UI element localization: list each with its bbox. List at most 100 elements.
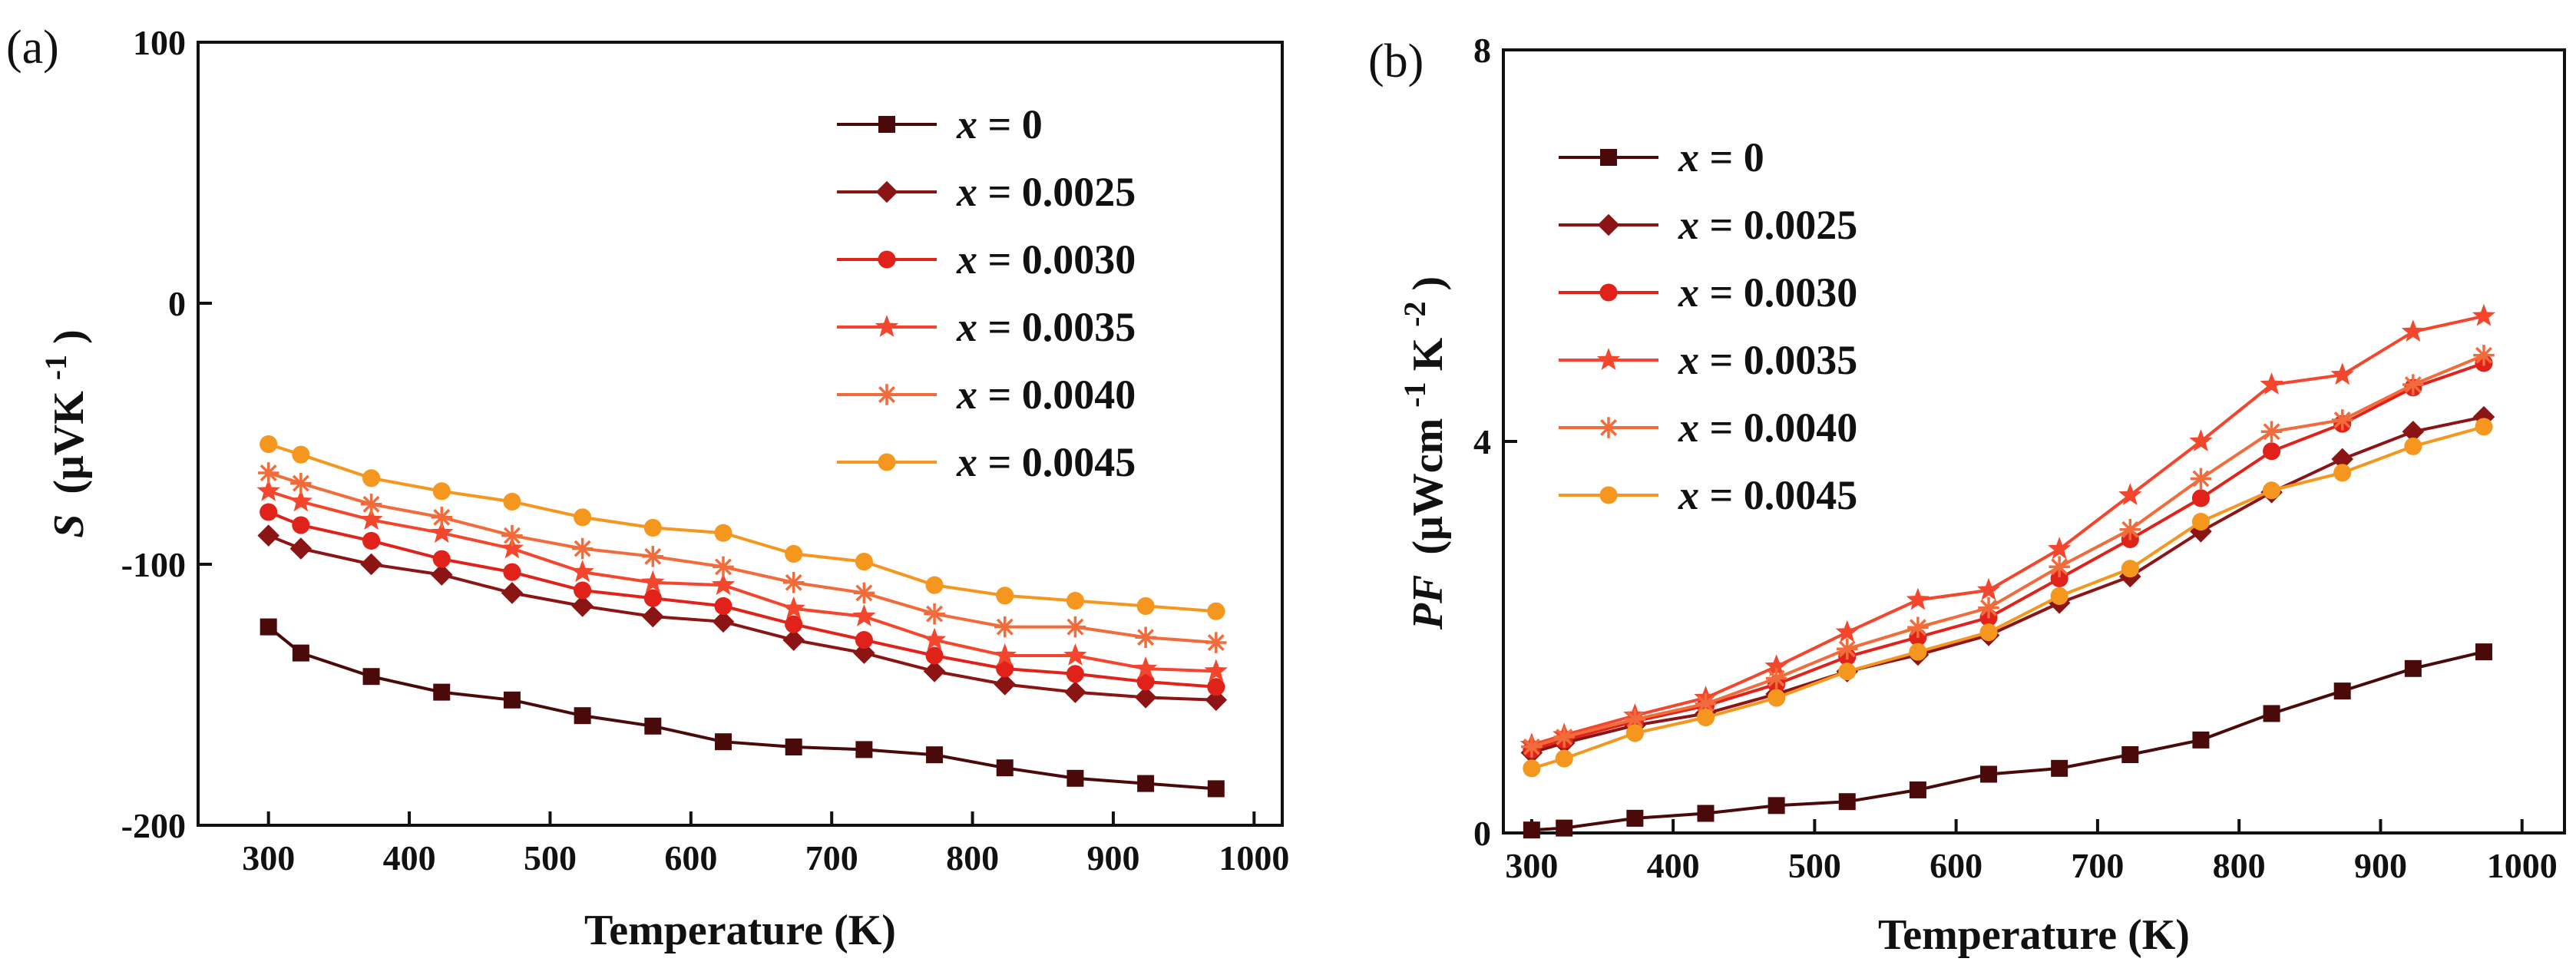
legend-label: x = 0.0040 <box>1678 405 1857 451</box>
panel-a-y-axis-title: S (μVK -1 ) <box>28 329 93 538</box>
series-line <box>1531 650 2485 832</box>
data-point-asterisk <box>994 616 1016 638</box>
data-point-square <box>1909 781 1926 798</box>
y-tick-label: 4 <box>1473 422 1491 461</box>
data-point-star <box>2118 483 2142 505</box>
data-point-diamond <box>1205 689 1228 712</box>
data-point-square <box>1207 780 1225 798</box>
data-point-circle <box>432 482 451 501</box>
data-point-star <box>500 536 524 559</box>
panel-b-y-axis-unit: (μWcm <box>1404 418 1452 555</box>
legend-variable: x <box>956 304 977 350</box>
panel-b-y-axis-close: ) <box>1404 276 1452 291</box>
asterisk-stroke <box>362 495 380 513</box>
panel-a-x-axis-title: Temperature (K) <box>584 907 896 954</box>
asterisk-stroke <box>1697 695 1715 712</box>
data-point-star <box>570 560 594 583</box>
data-point-asterisk <box>1978 597 1999 619</box>
series-0-0040 <box>1521 345 2495 758</box>
data-point-circle <box>503 563 521 581</box>
data-point-circle <box>1523 759 1541 778</box>
data-point-circle <box>1979 623 1998 642</box>
y-tick-label: 100 <box>133 23 186 62</box>
legend-marker-star <box>875 315 899 337</box>
legend-marker-circle <box>1599 486 1618 504</box>
panel-a-y-axis-unit: (μVK <box>45 391 93 494</box>
panel-b-y-axis-exponent-2: -2 <box>1397 301 1432 326</box>
data-point-circle <box>996 659 1014 678</box>
legend-marker-square <box>878 116 895 133</box>
y-tick-label: 8 <box>1473 31 1491 70</box>
data-point-star <box>2401 319 2425 342</box>
data-point-circle <box>1207 602 1225 620</box>
legend-variable: x <box>956 169 977 215</box>
legend-value: = 0.0040 <box>977 372 1136 418</box>
data-point-star <box>641 570 665 593</box>
data-point-circle <box>2191 513 2210 531</box>
asterisk-stroke <box>1626 711 1644 729</box>
data-point-square <box>292 644 309 662</box>
panel-a-ticks: 300 400 500 600 700 800 900 1000 -200 -100 0 100 <box>121 23 1290 877</box>
data-point-asterisk <box>924 603 945 625</box>
data-point-circle <box>2050 587 2068 605</box>
panel-a-y-axis-close: ) <box>45 329 93 344</box>
data-point-star <box>1063 643 1087 666</box>
asterisk-stroke <box>715 558 732 576</box>
series-0-0035 <box>1519 303 2496 755</box>
data-point-circle <box>292 516 310 534</box>
data-point-asterisk <box>2473 345 2495 366</box>
series-0-0045 <box>260 435 1225 620</box>
data-point-square <box>1697 805 1715 822</box>
data-point-star <box>2330 362 2354 385</box>
data-point-diamond <box>1064 681 1086 703</box>
data-point-square <box>433 683 451 701</box>
data-point-circle <box>2191 489 2210 507</box>
data-point-star <box>2472 303 2496 326</box>
asterisk-stroke <box>574 540 591 557</box>
asterisk-stroke <box>855 584 873 602</box>
asterisk-stroke <box>2192 470 2210 487</box>
legend-variable: x <box>1678 472 1699 518</box>
legend-variable: x <box>956 101 977 147</box>
asterisk-stroke <box>785 573 802 591</box>
data-point-square <box>1838 793 1856 811</box>
legend-label: x = 0.0025 <box>1678 202 1857 248</box>
legend-variable: x <box>956 372 977 418</box>
data-point-asterisk <box>2119 519 2141 540</box>
panel-a-label: (a) <box>6 21 59 74</box>
asterisk-stroke <box>2051 558 2068 576</box>
asterisk-stroke <box>2333 411 2351 428</box>
series-line <box>268 471 1216 644</box>
series-0-0040 <box>257 462 1227 653</box>
x-tick-label: 600 <box>1930 846 1982 885</box>
data-point-star <box>1976 577 2001 600</box>
data-point-asterisk <box>571 537 594 560</box>
data-point-square <box>2051 759 2068 777</box>
x-tick-label: 900 <box>1086 838 1139 877</box>
legend-value: = 0.0045 <box>977 439 1136 485</box>
data-point-square <box>714 733 732 751</box>
data-point-circle <box>785 544 803 563</box>
legend-value: = 0.0030 <box>1699 269 1857 316</box>
data-point-asterisk <box>431 507 452 528</box>
data-point-circle <box>574 581 592 600</box>
asterisk-stroke <box>260 464 277 481</box>
data-point-diamond <box>360 553 382 576</box>
data-point-star <box>2189 429 2213 451</box>
x-tick-label: 300 <box>1505 846 1558 885</box>
data-point-circle <box>714 597 732 615</box>
data-point-star <box>1134 656 1158 679</box>
legend-variable: x <box>956 236 977 283</box>
x-tick-label: 500 <box>524 838 577 877</box>
data-point-circle <box>432 550 451 568</box>
data-point-circle <box>1066 592 1084 610</box>
data-point-circle <box>2050 569 2068 588</box>
legend-label: x = 0.0030 <box>1678 269 1857 316</box>
legend-value: = 0.0025 <box>1699 202 1857 248</box>
data-point-asterisk <box>782 572 805 593</box>
data-point-square <box>2192 731 2210 749</box>
data-point-asterisk <box>1064 616 1086 638</box>
data-point-circle <box>925 576 944 594</box>
data-point-square <box>1980 765 1998 783</box>
panel-b-y-axis-symbol: PF <box>1404 575 1452 631</box>
